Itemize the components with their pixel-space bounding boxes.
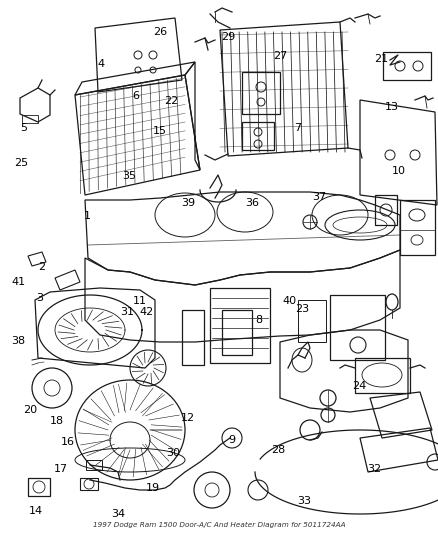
Bar [298,300,326,342]
Bar [400,200,435,255]
Text: 1997 Dodge Ram 1500 Door-A/C And Heater Diagram for 5011724AA: 1997 Dodge Ram 1500 Door-A/C And Heater … [93,522,345,528]
Text: 4: 4 [97,59,104,69]
Text: 17: 17 [54,464,68,474]
Text: 5: 5 [21,123,28,133]
Bar [210,288,270,363]
Text: 6: 6 [132,91,139,101]
Text: 19: 19 [146,483,160,492]
Text: 12: 12 [181,414,195,423]
Text: 23: 23 [295,304,309,314]
Bar [222,310,252,355]
Text: 22: 22 [164,96,178,106]
Bar [242,122,274,150]
Text: 40: 40 [282,296,296,306]
Text: 26: 26 [153,27,167,37]
Text: 42: 42 [140,307,154,317]
Bar [330,295,385,360]
Bar [242,72,280,114]
Text: 30: 30 [166,448,180,458]
Bar [28,478,50,496]
Text: 14: 14 [29,506,43,515]
Text: 9: 9 [229,435,236,445]
Text: 28: 28 [271,446,285,455]
Text: 29: 29 [221,33,235,42]
Text: 1: 1 [84,211,91,221]
Text: 24: 24 [352,382,366,391]
Text: 33: 33 [297,496,311,506]
Bar [375,195,397,225]
Text: 10: 10 [392,166,406,175]
Bar [383,52,431,80]
Text: 36: 36 [245,198,259,207]
Bar [80,478,98,490]
Text: 7: 7 [294,123,301,133]
Bar [182,310,204,365]
Text: 15: 15 [153,126,167,135]
Text: 31: 31 [120,307,134,317]
Bar [86,460,102,470]
Text: 18: 18 [50,416,64,426]
Text: 37: 37 [313,192,327,202]
Text: 35: 35 [122,171,136,181]
Text: 20: 20 [24,406,38,415]
Text: 3: 3 [36,294,43,303]
Text: 32: 32 [367,464,381,474]
Bar [355,358,410,393]
Text: 21: 21 [374,54,388,63]
Text: 39: 39 [181,198,195,207]
Text: 8: 8 [255,315,262,325]
Text: 38: 38 [11,336,25,346]
Text: 11: 11 [133,296,147,306]
Text: 41: 41 [11,278,25,287]
Text: 34: 34 [111,510,125,519]
Text: 2: 2 [38,262,45,271]
Text: 25: 25 [14,158,28,167]
Bar [22,115,38,123]
Text: 16: 16 [61,438,75,447]
Text: 27: 27 [273,51,287,61]
Text: 13: 13 [385,102,399,111]
